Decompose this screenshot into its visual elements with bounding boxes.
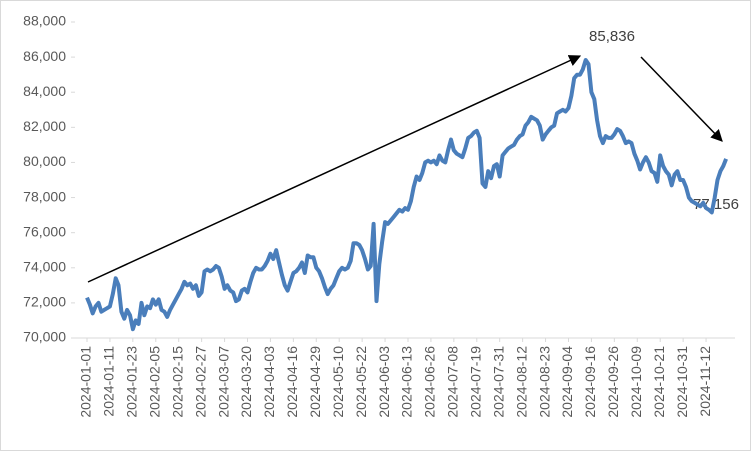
x-tick-label: 2024-02-15: [169, 346, 185, 418]
x-tick-label: 2024-04-16: [284, 346, 300, 418]
x-tick-label: 2024-05-10: [330, 346, 346, 418]
x-tick-label: 2024-03-20: [238, 346, 254, 418]
y-tick-label: 74,000: [23, 258, 66, 274]
y-tick-label: 76,000: [23, 223, 66, 239]
arrow: [87, 55, 582, 283]
x-tick-label: 2024-10-21: [651, 346, 667, 418]
x-tick-label: 2024-10-31: [674, 346, 690, 418]
data-line: [85, 58, 728, 332]
x-tick-label: 2024-07-08: [445, 346, 461, 418]
y-tick-label: 70,000: [23, 329, 66, 345]
y-tick-label: 80,000: [23, 153, 66, 169]
x-tick-label: 2024-10-09: [628, 346, 644, 418]
x-tick-label: 2024-07-31: [490, 346, 506, 418]
y-tick-label: 86,000: [23, 48, 66, 64]
x-tick-label: 2024-04-29: [307, 346, 323, 418]
x-tick-label: 2024-08-23: [536, 346, 552, 418]
x-tick-label: 2024-11-12: [697, 346, 713, 417]
x-tick-label: 2024-06-26: [422, 346, 438, 418]
y-tick-label: 84,000: [23, 83, 66, 99]
y-tick-label: 78,000: [23, 188, 66, 204]
y-tick-label: 88,000: [23, 13, 66, 29]
x-tick-label: 2024-06-13: [399, 346, 415, 418]
x-tick-label: 2024-07-19: [467, 346, 483, 418]
y-tick-label: 72,000: [23, 294, 66, 310]
x-tick-label: 2024-04-03: [261, 346, 277, 418]
x-tick-label: 2024-01-23: [124, 346, 140, 418]
arrow: [640, 56, 723, 142]
x-tick-label: 2024-09-04: [559, 346, 575, 418]
x-tick-label: 2024-05-22: [353, 346, 369, 418]
x-tick-label: 2024-03-07: [215, 346, 231, 418]
x-tick-label: 2024-01-11: [101, 346, 117, 417]
x-tick-label: 2024-02-27: [192, 346, 208, 418]
x-tick-label: 2024-09-16: [582, 346, 598, 418]
x-tick-label: 2024-09-26: [605, 346, 621, 418]
annotation: 85,836: [589, 28, 635, 45]
x-tick-label: 2024-06-03: [376, 346, 392, 418]
x-tick-label: 2024-01-01: [78, 346, 94, 418]
y-tick-label: 82,000: [23, 118, 66, 134]
x-tick-label: 2024-08-12: [513, 346, 529, 418]
x-tick-label: 2024-02-05: [146, 346, 162, 418]
